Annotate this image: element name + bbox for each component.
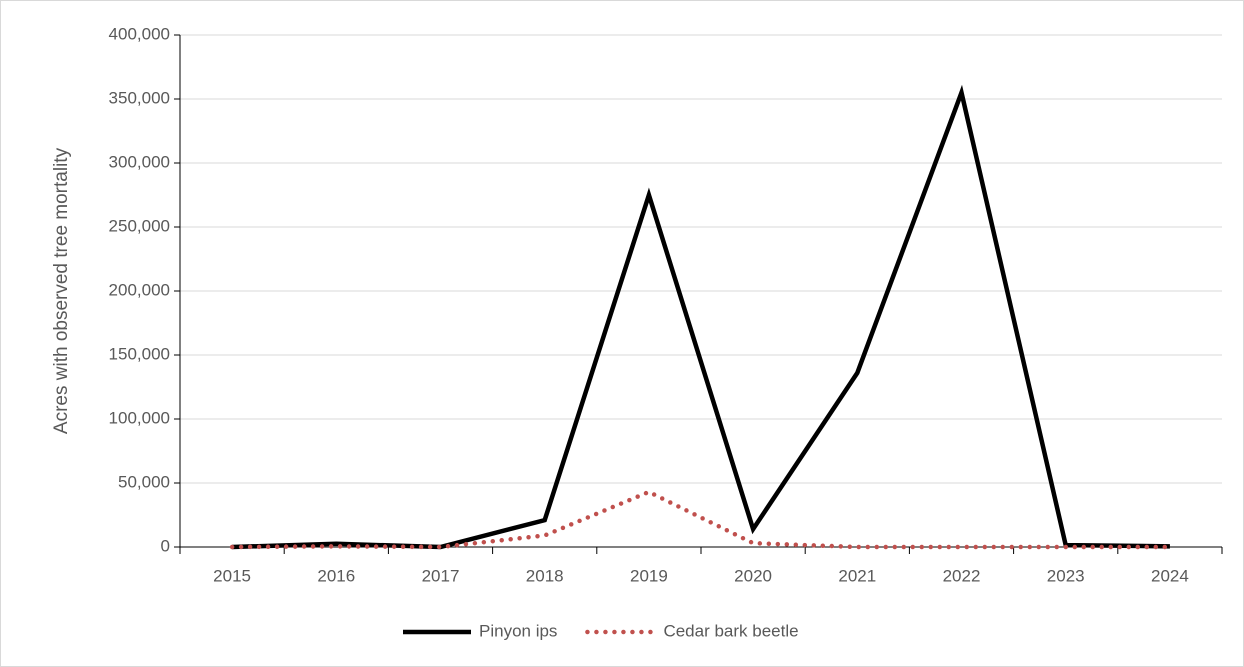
- y-tick-label: 300,000: [109, 152, 170, 171]
- y-tick-label: 50,000: [118, 472, 170, 491]
- y-tick-label: 0: [161, 536, 170, 555]
- y-axis-title: Acres with observed tree mortality: [51, 147, 72, 434]
- legend-label: Cedar bark beetle: [663, 621, 798, 640]
- series-line: [232, 84, 1170, 550]
- series-line: [229, 489, 1173, 550]
- y-tick-label: 350,000: [109, 88, 170, 107]
- x-tick-label: 2021: [838, 566, 876, 585]
- x-tick-label: 2016: [317, 566, 355, 585]
- x-tick-label: 2024: [1151, 566, 1189, 585]
- x-tick-label: 2017: [422, 566, 460, 585]
- x-tick-label: 2023: [1047, 566, 1085, 585]
- legend-label: Pinyon ips: [479, 621, 557, 640]
- x-tick-label: 2020: [734, 566, 772, 585]
- y-tick-label: 400,000: [109, 24, 170, 43]
- y-tick-label: 250,000: [109, 216, 170, 235]
- x-tick-label: 2015: [213, 566, 251, 585]
- y-tick-label: 200,000: [109, 280, 170, 299]
- y-tick-label: 150,000: [109, 344, 170, 363]
- x-tick-label: 2019: [630, 566, 668, 585]
- x-tick-label: 2022: [943, 566, 981, 585]
- y-tick-label: 100,000: [109, 408, 170, 427]
- x-tick-label: 2018: [526, 566, 564, 585]
